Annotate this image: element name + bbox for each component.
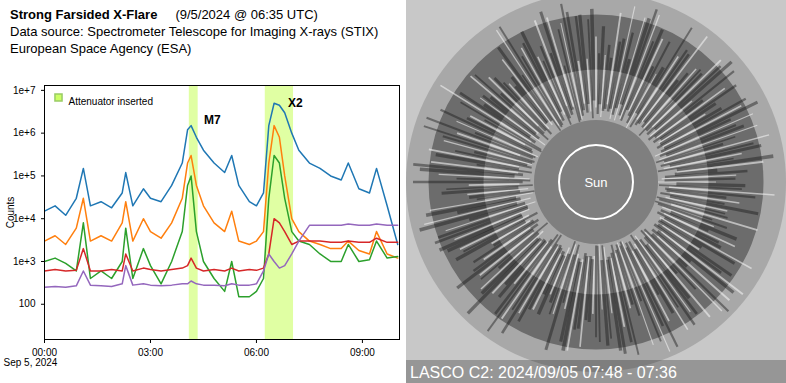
svg-text:Sun: Sun [584,175,607,190]
svg-text:Sep 5, 2024: Sep 5, 2024 [4,357,58,368]
svg-text:09:00: 09:00 [350,347,375,358]
svg-text:100: 100 [19,298,36,309]
svg-text:Attenuator inserted: Attenuator inserted [69,96,154,107]
svg-text:1e+6: 1e+6 [13,127,36,138]
svg-text:LASCO C2: 2024/09/05 07:48 - 0: LASCO C2: 2024/09/05 07:48 - 07:36 [410,364,677,381]
svg-text:Counts: Counts [5,197,16,229]
svg-text:1e+4: 1e+4 [13,213,36,224]
svg-text:1e+3: 1e+3 [13,256,36,267]
svg-text:1e+7: 1e+7 [13,85,36,96]
html-text:Strong Farsided X-Flare: Strong Farsided X-Flare [10,7,158,22]
svg-text:1e+5: 1e+5 [13,170,36,181]
html-text:European Space Agency (ESA): European Space Agency (ESA) [10,41,192,56]
svg-text:M7: M7 [204,113,221,127]
svg-text:X2: X2 [288,96,303,110]
svg-text:06:00: 06:00 [244,347,269,358]
svg-text:03:00: 03:00 [138,347,163,358]
html-text:Data source: Spectrometer Tele: Data source: Spectrometer Telescope for … [10,24,379,39]
svg-text:00:00: 00:00 [32,346,57,358]
html-text:(9/5/2024 @ 06:35 UTC): (9/5/2024 @ 06:35 UTC) [175,7,318,22]
